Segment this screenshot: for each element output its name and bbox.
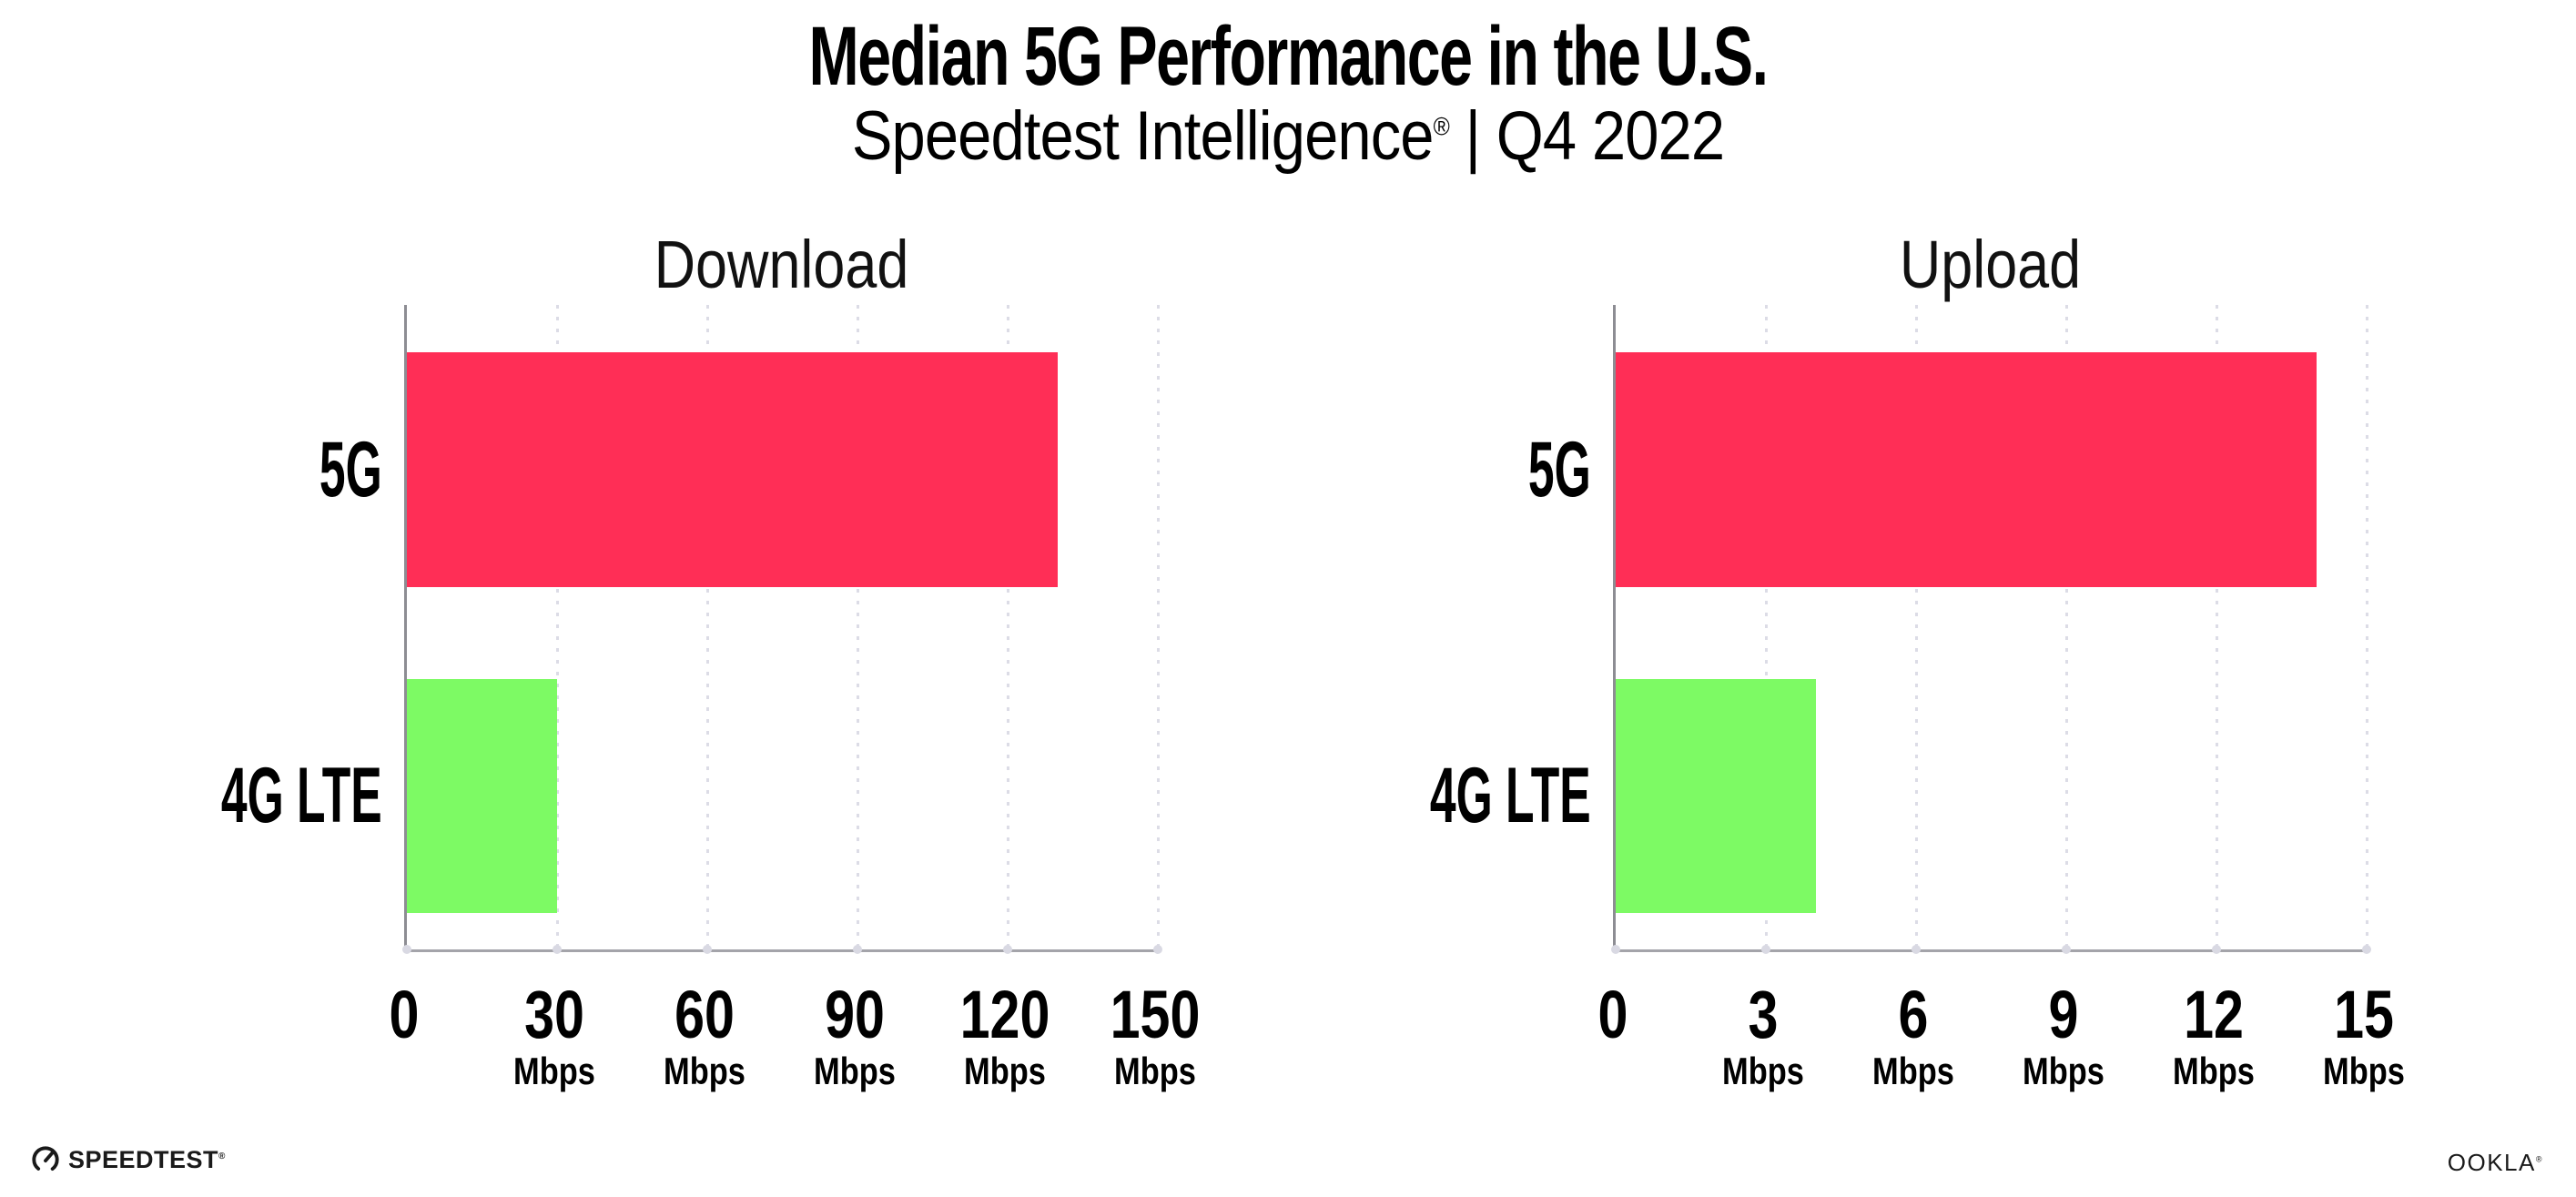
tick-unit-download-90: Mbps xyxy=(814,1050,896,1092)
tick-label-download-60: 60 xyxy=(674,977,735,1052)
speedtest-gauge-icon xyxy=(32,1146,59,1173)
category-label-upload-4g-lte: 4G LTE xyxy=(1245,679,1591,913)
gridline-upload-6 xyxy=(1914,305,1918,949)
plot-area-upload xyxy=(1611,305,2371,954)
axis-tick-dot-upload-15 xyxy=(2362,945,2371,954)
tick-label-download-150: 150 xyxy=(1110,977,1201,1052)
gridline-upload-15 xyxy=(2365,305,2368,949)
axis-tick-dot-upload-12 xyxy=(2212,945,2221,954)
tick-unit-upload-6: Mbps xyxy=(1872,1050,1954,1092)
gridline-upload-9 xyxy=(2064,305,2068,949)
tick-label-download-120: 120 xyxy=(959,977,1050,1052)
category-label-download-5g: 5G xyxy=(36,352,382,587)
tick-label-upload-6: 6 xyxy=(1898,977,1929,1052)
category-label-download-4g-lte: 4G LTE xyxy=(36,679,382,913)
category-label-text: 5G xyxy=(319,425,382,513)
panel-title-upload: Upload xyxy=(1899,227,2082,302)
gridline-download-120 xyxy=(1006,305,1009,949)
bar-upload-4g-lte xyxy=(1616,679,1816,913)
speedtest-wordmark: SPEEDTEST® xyxy=(68,1146,226,1174)
ookla-registered-mark: ® xyxy=(2535,1154,2543,1164)
tick-label-upload-12: 12 xyxy=(2184,977,2244,1052)
gridline-upload-12 xyxy=(2215,305,2218,949)
ookla-label: OOKLA xyxy=(2447,1149,2536,1176)
panel-title-download: Download xyxy=(654,227,909,302)
category-label-text: 4G LTE xyxy=(1430,752,1591,839)
axis-tick-dot-upload-0 xyxy=(1611,945,1620,954)
category-label-text: 5G xyxy=(1528,425,1591,513)
tick-label-upload-9: 9 xyxy=(2048,977,2079,1052)
gridline-download-150 xyxy=(1156,305,1160,949)
category-label-upload-5g: 5G xyxy=(1245,352,1591,587)
axis-tick-dot-upload-6 xyxy=(1912,945,1921,954)
axis-tick-dot-download-60 xyxy=(703,945,712,954)
bar-download-5g xyxy=(407,352,1058,587)
subtitle-period: | Q4 2022 xyxy=(1448,97,1726,175)
gridline-download-90 xyxy=(856,305,859,949)
speedtest-label: SPEEDTEST xyxy=(68,1145,219,1173)
registered-trademark-icon: ® xyxy=(1433,112,1450,141)
tick-unit-upload-12: Mbps xyxy=(2173,1050,2255,1092)
subtitle-brand: Speedtest Intelligence xyxy=(851,97,1435,175)
tick-unit-download-120: Mbps xyxy=(964,1050,1046,1092)
gridline-upload-3 xyxy=(1764,305,1768,949)
axis-tick-dot-download-120 xyxy=(1003,945,1012,954)
bar-download-4g-lte xyxy=(407,679,557,913)
tick-unit-download-30: Mbps xyxy=(513,1050,595,1092)
plot-area-download xyxy=(402,305,1162,954)
tick-label-upload-3: 3 xyxy=(1748,977,1779,1052)
tick-unit-download-60: Mbps xyxy=(664,1050,745,1092)
tick-label-download-30: 30 xyxy=(524,977,584,1052)
page-title: Median 5G Performance in the U.S. xyxy=(808,10,1769,103)
axis-tick-dot-download-30 xyxy=(553,945,562,954)
gridline-download-60 xyxy=(705,305,709,949)
tick-unit-upload-3: Mbps xyxy=(1722,1050,1804,1092)
speedtest-logo: SPEEDTEST® xyxy=(31,1145,226,1174)
gridline-download-30 xyxy=(555,305,559,949)
tick-label-upload-0: 0 xyxy=(1597,977,1628,1052)
page-subtitle: Speedtest Intelligence® | Q4 2022 xyxy=(155,96,2421,176)
tick-label-download-0: 0 xyxy=(389,977,420,1052)
tick-unit-download-150: Mbps xyxy=(1114,1050,1196,1092)
axis-tick-dot-download-150 xyxy=(1153,945,1162,954)
axis-tick-dot-upload-3 xyxy=(1761,945,1770,954)
axis-tick-dot-download-0 xyxy=(402,945,411,954)
axis-tick-dot-download-90 xyxy=(853,945,862,954)
tick-label-download-90: 90 xyxy=(825,977,885,1052)
tick-label-upload-15: 15 xyxy=(2334,977,2394,1052)
bar-upload-5g xyxy=(1616,352,2317,587)
tick-unit-upload-9: Mbps xyxy=(2023,1050,2104,1092)
speedtest-registered-mark: ® xyxy=(218,1151,226,1161)
axis-tick-dot-upload-9 xyxy=(2062,945,2071,954)
category-label-text: 4G LTE xyxy=(221,752,382,839)
tick-unit-upload-15: Mbps xyxy=(2323,1050,2405,1092)
ookla-logo: OOKLA® xyxy=(2448,1149,2543,1177)
